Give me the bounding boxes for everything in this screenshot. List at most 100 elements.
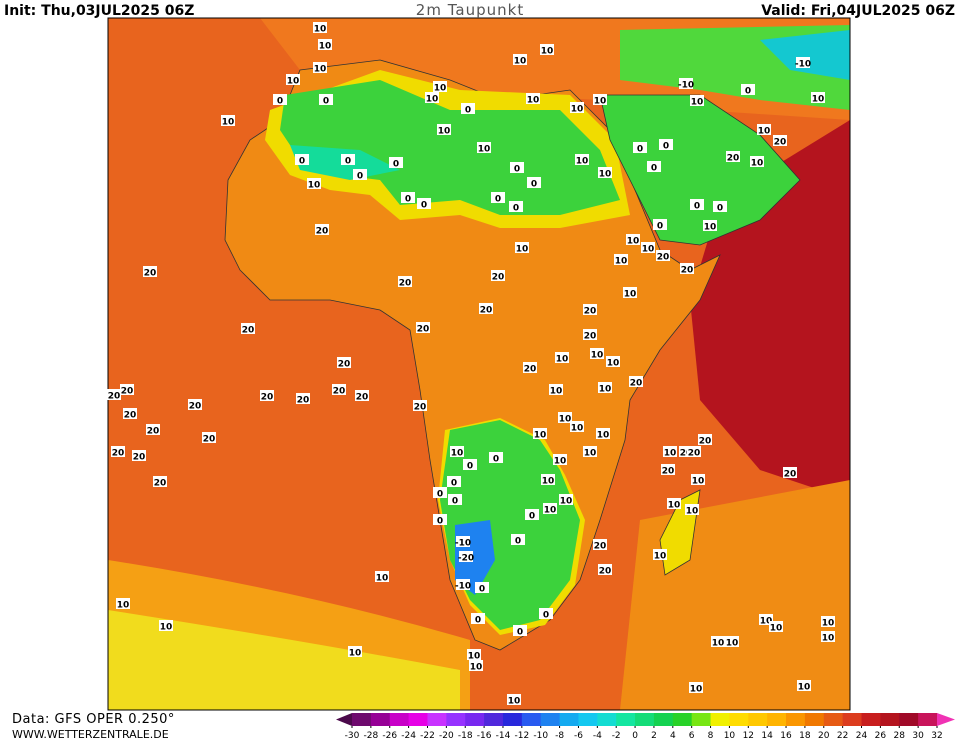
contour-label: 20 bbox=[188, 399, 202, 412]
contour-label: 10 bbox=[549, 384, 563, 397]
contour-label: 20 bbox=[583, 304, 597, 317]
contour-label: 20 bbox=[661, 464, 675, 477]
contour-label-box bbox=[647, 161, 661, 172]
contour-label-box bbox=[575, 154, 589, 165]
contour-label: 0 bbox=[341, 154, 355, 167]
colorbar-segment bbox=[767, 713, 787, 726]
contour-label: 0 bbox=[433, 487, 447, 500]
contour-label-text: 10 bbox=[516, 245, 529, 255]
contour-label: 20 bbox=[416, 322, 430, 335]
contour-label-box bbox=[107, 389, 121, 400]
colorbar-tick-label: -16 bbox=[477, 731, 492, 741]
contour-label: 0 bbox=[510, 162, 524, 175]
contour-label-text: 0 bbox=[529, 512, 535, 522]
contour-label-box bbox=[598, 167, 612, 178]
contour-label: 20 bbox=[698, 434, 712, 447]
contour-label: 0 bbox=[389, 157, 403, 170]
contour-label-box bbox=[433, 81, 447, 92]
contour-label-text: 20 bbox=[584, 307, 597, 317]
contour-label-text: 10 bbox=[690, 685, 703, 695]
contour-label: 10 bbox=[821, 616, 835, 629]
contour-label: 0 bbox=[653, 219, 667, 232]
contour-label-text: 10 bbox=[550, 387, 563, 397]
contour-label-box bbox=[553, 454, 567, 465]
contour-label-box bbox=[123, 408, 137, 419]
contour-label-text: 20 bbox=[414, 403, 427, 413]
contour-label-text: 0 bbox=[493, 455, 499, 465]
contour-label: 10 bbox=[596, 428, 610, 441]
contour-label: 10 bbox=[286, 74, 300, 87]
contour-label-text: 10 bbox=[571, 105, 584, 115]
contour-label: 0 bbox=[647, 161, 661, 174]
contour-label-text: 0 bbox=[495, 195, 501, 205]
contour-label: 10 bbox=[769, 621, 783, 634]
contour-label: 20 bbox=[656, 250, 670, 263]
contour-label-text: 0 bbox=[651, 164, 657, 174]
contour-label-box bbox=[687, 446, 701, 457]
contour-label-text: 20 bbox=[124, 411, 137, 421]
contour-label-text: 20 bbox=[108, 392, 121, 402]
contour-label-text: 0 bbox=[405, 195, 411, 205]
contour-label-box bbox=[641, 242, 655, 253]
contour-label: 10 bbox=[159, 620, 173, 633]
contour-label-box bbox=[398, 276, 412, 287]
contour-label-box bbox=[509, 201, 523, 212]
contour-label-box bbox=[773, 135, 787, 146]
contour-label: 0 bbox=[463, 459, 477, 472]
contour-label: 10 bbox=[685, 504, 699, 517]
contour-label: 10 bbox=[570, 102, 584, 115]
contour-label-box bbox=[783, 467, 797, 478]
contour-label-box bbox=[241, 323, 255, 334]
contour-label: 10 bbox=[711, 636, 725, 649]
contour-label-box bbox=[286, 74, 300, 85]
contour-label-text: 0 bbox=[517, 628, 523, 638]
contour-label-box bbox=[590, 348, 604, 359]
contour-label-text: 20 bbox=[189, 402, 202, 412]
contour-label-text: 20 bbox=[399, 279, 412, 289]
colorbar-tick-label: -20 bbox=[439, 731, 454, 741]
contour-label-box bbox=[450, 446, 464, 457]
colorbar-segment bbox=[370, 713, 391, 726]
contour-label-box bbox=[471, 613, 485, 624]
contour-label-text: 10 bbox=[527, 96, 540, 106]
contour-label-text: 20 bbox=[657, 253, 670, 263]
colorbar: -30 -28 -26 -24 -22 -20 -18 -16 -14 -12 -10 -8 -6 -4-… bbox=[336, 713, 955, 741]
contour-label: 20 bbox=[593, 539, 607, 552]
contour-label: 10 bbox=[540, 44, 554, 57]
contour-label-text: 0 bbox=[475, 616, 481, 626]
contour-label: 20 bbox=[783, 467, 797, 480]
contour-label-box bbox=[260, 390, 274, 401]
contour-label-box bbox=[491, 192, 505, 203]
contour-label-box bbox=[811, 92, 825, 103]
contour-label-text: 20 bbox=[112, 449, 125, 459]
contour-label-text: 20 bbox=[584, 332, 597, 342]
colorbar-tick-label: 24 bbox=[856, 731, 868, 741]
contour-label-text: 0 bbox=[465, 106, 471, 116]
contour-label-box bbox=[337, 357, 351, 368]
contour-label-text: 10 bbox=[624, 290, 637, 300]
contour-label-text: 0 bbox=[299, 157, 305, 167]
contour-label-text: 20 bbox=[261, 393, 274, 403]
colorbar-tick-label: 8 bbox=[708, 731, 714, 741]
contour-label-box bbox=[633, 142, 647, 153]
contour-label-box bbox=[725, 636, 739, 647]
contour-label-box bbox=[713, 201, 727, 212]
contour-label: 10 bbox=[623, 287, 637, 300]
colorbar-segment bbox=[521, 713, 542, 726]
contour-label-text: 10 bbox=[571, 424, 584, 434]
contour-label-text: 10 bbox=[470, 663, 483, 673]
contour-label-box bbox=[153, 476, 167, 487]
contour-label-box bbox=[583, 329, 597, 340]
contour-labels: 10 10 10 10 0 10 0 10 10 10 0 0 0 0 0 10 10 0 0 0 0 0 0 10 10 10 1… bbox=[107, 22, 835, 707]
contour-label-text: 10 bbox=[287, 77, 300, 87]
contour-label: 10 bbox=[750, 156, 764, 169]
contour-label-box bbox=[598, 382, 612, 393]
contour-label-text: 10 bbox=[704, 223, 717, 233]
contour-label: 10 bbox=[318, 39, 332, 52]
contour-label-text: 10 bbox=[117, 601, 130, 611]
contour-label-text: 10 bbox=[554, 457, 567, 467]
contour-label: 0 bbox=[741, 84, 755, 97]
contour-label: 20 bbox=[120, 384, 134, 397]
colorbar-segment bbox=[786, 713, 806, 726]
contour-label-box bbox=[661, 464, 675, 475]
